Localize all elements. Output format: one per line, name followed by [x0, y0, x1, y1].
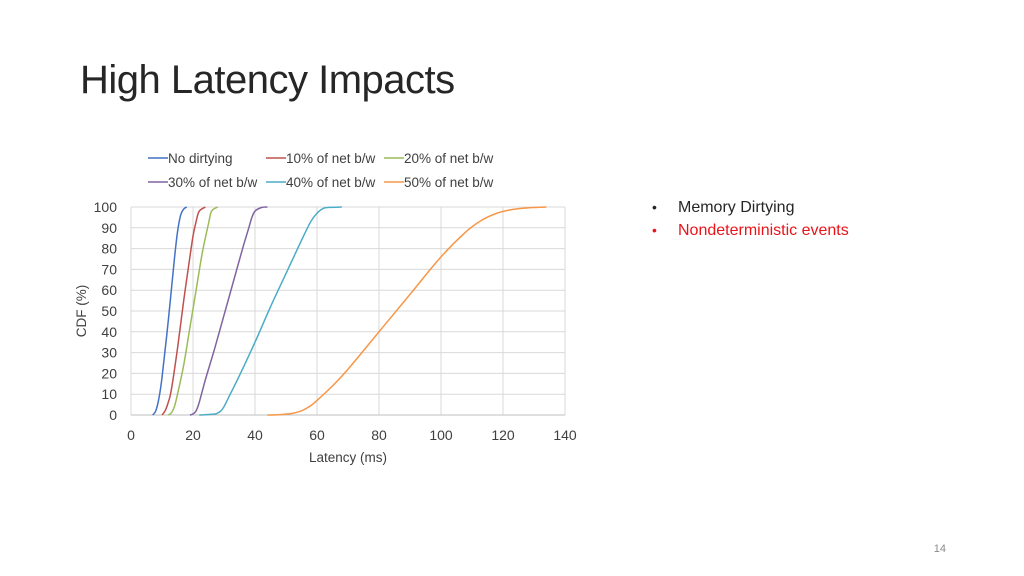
x-tick-label: 80: [371, 427, 387, 443]
page-number: 14: [933, 543, 946, 555]
y-tick-label: 0: [109, 407, 117, 423]
chart-legend: No dirtying 10% of net b/w 20% of net b/w 3…: [148, 151, 494, 190]
bullet-list: • Memory Dirtying • Nondeterministic eve…: [652, 196, 849, 242]
y-tick-label: 90: [101, 220, 117, 236]
legend-label: 40% of net b/w: [286, 175, 376, 190]
bullet-text: Nondeterministic events: [678, 222, 849, 239]
x-tick-label: 0: [127, 427, 135, 443]
x-tick-label: 40: [247, 427, 263, 443]
y-tick-label: 40: [101, 324, 117, 340]
chart-tick-labels: 0 10 20 30 40 50 60 70 80 90 100 0 20 40 60 80 100 120 140: [94, 199, 577, 443]
bullet-dot-icon: •: [652, 199, 657, 215]
y-axis-title: CDF (%): [74, 285, 89, 338]
chart-gridlines: [130, 206, 566, 416]
y-tick-label: 20: [101, 365, 117, 381]
y-tick-label: 50: [101, 303, 117, 319]
legend-label: 30% of net b/w: [168, 175, 258, 190]
bullet-item-memory-dirtying: • Memory Dirtying: [652, 196, 849, 219]
y-tick-label: 30: [101, 345, 117, 361]
legend-label: 10% of net b/w: [286, 151, 376, 166]
y-tick-label: 80: [101, 241, 117, 257]
series-line: [189, 206, 268, 416]
series-line: [267, 206, 547, 416]
slide-title: High Latency Impacts: [80, 58, 455, 102]
legend-label: 50% of net b/w: [404, 175, 494, 190]
series-line: [199, 206, 342, 416]
bullet-dot-icon: •: [652, 222, 657, 238]
legend-label: No dirtying: [168, 151, 233, 166]
x-tick-label: 60: [309, 427, 325, 443]
x-tick-label: 100: [429, 427, 453, 443]
latency-cdf-chart: No dirtying 10% of net b/w 20% of net b/w 3…: [74, 151, 577, 465]
series-line: [152, 206, 188, 416]
x-axis-title: Latency (ms): [309, 450, 387, 465]
legend-label: 20% of net b/w: [404, 151, 494, 166]
y-tick-label: 60: [101, 282, 117, 298]
x-tick-label: 120: [491, 427, 515, 443]
y-tick-label: 100: [94, 199, 118, 215]
y-tick-label: 70: [101, 261, 117, 277]
x-tick-label: 20: [185, 427, 201, 443]
y-tick-label: 10: [101, 386, 117, 402]
bullet-item-nondeterministic-events: • Nondeterministic events: [652, 219, 849, 242]
bullet-text: Memory Dirtying: [678, 199, 795, 216]
series-line: [167, 206, 219, 416]
x-tick-label: 140: [553, 427, 577, 443]
chart-series: [152, 206, 547, 416]
series-line: [161, 206, 206, 416]
